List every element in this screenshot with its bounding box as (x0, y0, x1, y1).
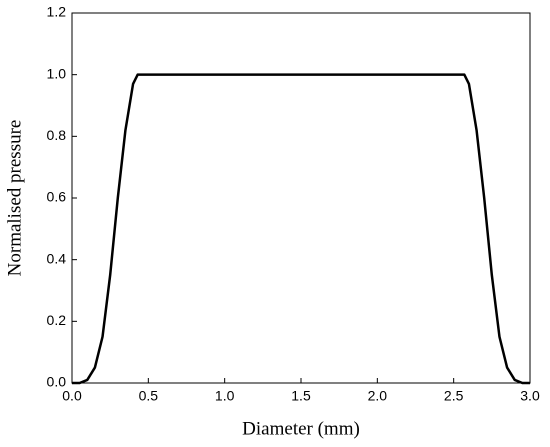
y-tick-label: 0.6 (47, 189, 67, 205)
x-tick-label: 2.0 (368, 388, 388, 404)
x-tick-label: 2.5 (444, 388, 464, 404)
x-axis-title: Diameter (mm) (242, 418, 360, 439)
x-tick-label: 0.5 (139, 388, 159, 404)
y-tick-label: 0.8 (47, 127, 67, 143)
y-tick-label: 1.0 (47, 65, 67, 81)
y-tick-label: 1.2 (47, 4, 67, 20)
x-tick-label: 0.0 (62, 388, 82, 404)
x-tick-label: 1.0 (215, 388, 235, 404)
y-tick-label: 0.0 (47, 374, 67, 390)
y-tick-label: 0.4 (47, 250, 67, 266)
plot-frame (71, 12, 531, 384)
x-tick-label: 3.0 (520, 388, 540, 404)
data-line (72, 73, 530, 385)
y-axis-title: Normalised pressure (4, 120, 25, 277)
x-tick-label: 1.5 (291, 388, 311, 404)
y-tick-label: 0.2 (47, 312, 67, 328)
